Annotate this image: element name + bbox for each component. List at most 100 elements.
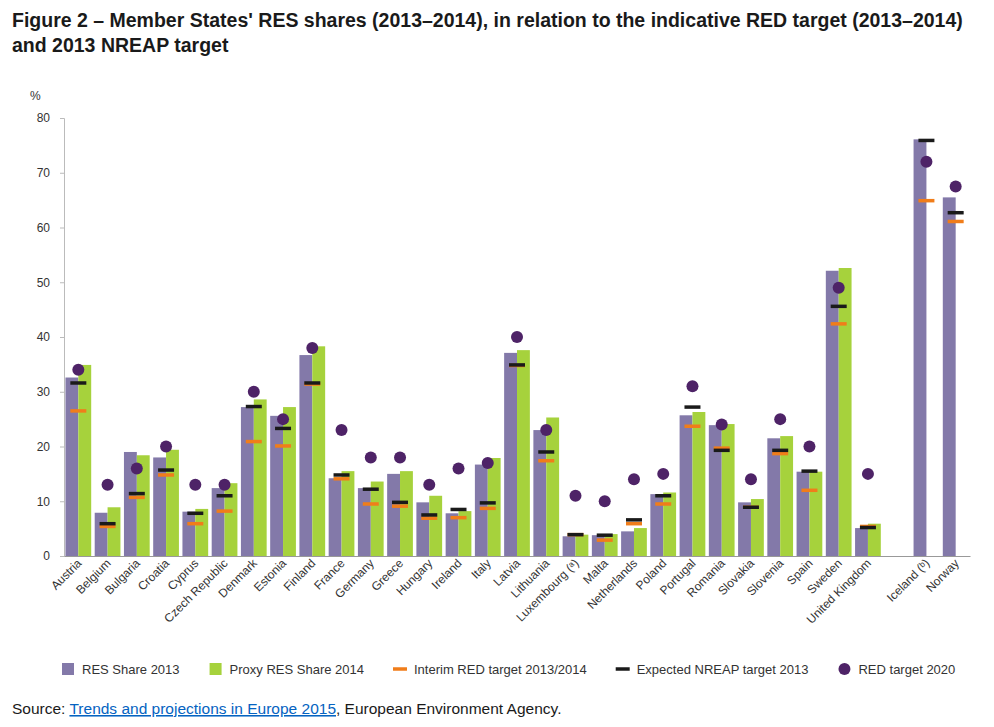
marker-dash [421,513,437,517]
marker-circle [219,479,231,491]
legend: RES Share 2013Proxy RES Share 2014Interi… [62,662,955,677]
x-tick-label: Estonia [251,556,289,594]
y-tick: 70 [37,166,64,180]
marker-dash [538,450,554,454]
legend-item: Expected NREAP target 2013 [616,662,809,677]
marker-dash [714,446,730,450]
x-tick: Iceland (ᵇ) [884,556,932,604]
marker-dash [70,381,86,385]
y-tick-mark [60,173,64,174]
y-tick-label: 80 [37,111,51,125]
x-tick: Denmark [216,556,261,601]
bar [195,509,208,556]
bar [504,353,517,556]
bar [722,424,735,556]
marker-dash [480,507,496,511]
x-tick: Italy [468,556,493,581]
bar [342,471,355,556]
marker-circle [686,380,698,392]
marker-circle [950,180,962,192]
y-tick-mark [60,337,64,338]
bar [65,378,78,556]
legend-label: RES Share 2013 [82,662,180,677]
y-tick-mark [60,392,64,393]
marker-dash [275,427,291,431]
source-prefix: Source: [12,700,69,717]
bar [312,346,325,556]
bar [400,471,413,556]
marker-dash [304,381,320,385]
marker-dash [918,139,934,143]
x-tick: Hungary [393,556,435,598]
y-tick-mark [60,447,64,448]
bar [166,450,179,556]
legend-item: RES Share 2013 [62,662,180,677]
source-suffix: , European Environment Agency. [336,700,561,717]
marker-circle [453,462,465,474]
marker-dash [451,508,467,512]
bar [605,534,618,556]
marker-dash [451,516,467,520]
marker-dash [158,468,174,472]
chart: 01020304050607080%AustriaBelgiumBulgaria… [0,0,994,727]
marker-dash [626,522,642,526]
marker-circle [540,424,552,436]
bar [329,478,342,556]
marker-circle [160,441,172,453]
bar [517,350,530,556]
legend-swatch [62,663,74,675]
marker-circle [803,441,815,453]
marker-dash [392,501,408,505]
y-tick-label: 10 [37,495,51,509]
marker-circle [306,342,318,354]
marker-circle [248,386,260,398]
marker-dash [567,533,583,537]
y-tick: 40 [37,330,64,344]
bar [855,528,868,556]
x-tick-label: Hungary [393,556,435,598]
marker-dash [743,506,759,510]
x-tick: Germany [332,556,377,601]
y-tick-label: 20 [37,440,51,454]
marker-circle [336,424,348,436]
marker-dash [217,494,233,498]
legend-item: RED target 2020 [838,662,955,677]
bar [709,425,722,556]
marker-dash [743,506,759,510]
y-tick-label: 0 [43,549,50,563]
bar [533,430,546,556]
marker-dash [129,492,145,496]
marker-dash [363,502,379,506]
y-tick: 0 [43,549,64,563]
bar [575,535,588,556]
marker-dash [772,452,788,456]
x-tick-label: United Kingdom [804,556,874,626]
series-0 [65,139,955,556]
bar [108,507,121,556]
y-tick-label: 50 [37,276,51,290]
marker-dash [684,405,700,409]
marker-circle [189,479,201,491]
marker-dash [70,409,86,413]
y-tick-mark [60,556,64,557]
x-tick-label: Bulgaria [102,556,143,597]
y-tick: 50 [37,276,64,290]
series-1 [78,268,880,556]
marker-dash [363,487,379,491]
y-tick: 80 [37,111,64,125]
legend-label: Expected NREAP target 2013 [637,662,809,677]
marker-circle [365,451,377,463]
marker-dash [392,504,408,508]
bar [943,197,956,556]
y-tick-mark [60,501,64,502]
marker-dash [772,449,788,453]
x-tick-label: Italy [468,556,493,581]
x-tick: Norway [923,556,962,595]
marker-dash [714,449,730,453]
marker-dash [158,473,174,477]
y-tick-mark [60,228,64,229]
bar [254,399,267,556]
source-link[interactable]: Trends and projections in Europe 2015 [69,700,336,717]
marker-circle [862,468,874,480]
marker-dash [480,501,496,505]
